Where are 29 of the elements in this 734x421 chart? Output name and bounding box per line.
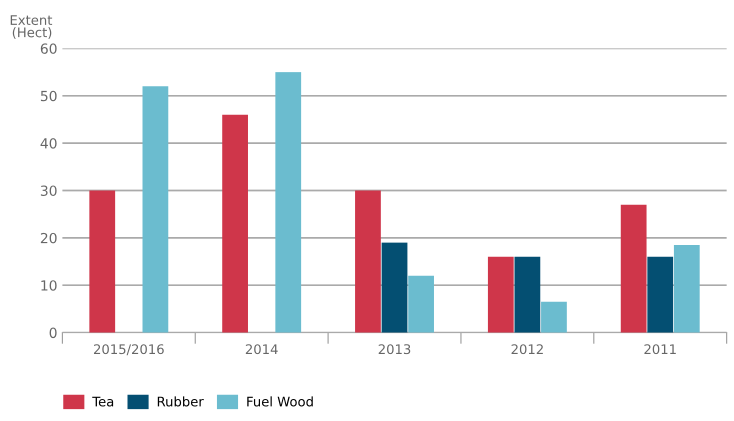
legend-label: Rubber xyxy=(158,396,204,407)
bar xyxy=(488,256,514,333)
bar xyxy=(275,72,302,333)
bar xyxy=(89,190,116,333)
bar xyxy=(382,242,408,333)
y-tick-label: 40 xyxy=(40,138,57,149)
x-tick-label: 2011 xyxy=(644,344,676,354)
y-tick-label: 0 xyxy=(50,328,57,338)
x-tick-label: 2013 xyxy=(378,344,410,354)
bar xyxy=(647,256,674,333)
bar xyxy=(541,302,567,333)
x-tick-label: 2015/2016 xyxy=(94,344,164,356)
bar xyxy=(408,276,434,333)
legend-label: Tea xyxy=(92,396,114,407)
bar xyxy=(142,86,168,333)
bar xyxy=(355,190,381,333)
y-tick-label: 20 xyxy=(40,232,57,244)
x-tick-label: 2014 xyxy=(246,344,278,354)
bar xyxy=(620,204,647,333)
bar xyxy=(674,244,700,333)
y-tick-label: 30 xyxy=(40,185,57,196)
bar xyxy=(514,256,540,333)
bar xyxy=(222,114,248,333)
x-tick-label: 2012 xyxy=(512,344,543,354)
y-tick-label: 50 xyxy=(40,90,57,102)
y-tick-label: 10 xyxy=(41,280,57,291)
legend-label: Fuel Wood xyxy=(247,396,313,407)
y-axis-title: Extent (Hect) xyxy=(10,15,52,39)
y-tick-label: 60 xyxy=(40,43,57,54)
